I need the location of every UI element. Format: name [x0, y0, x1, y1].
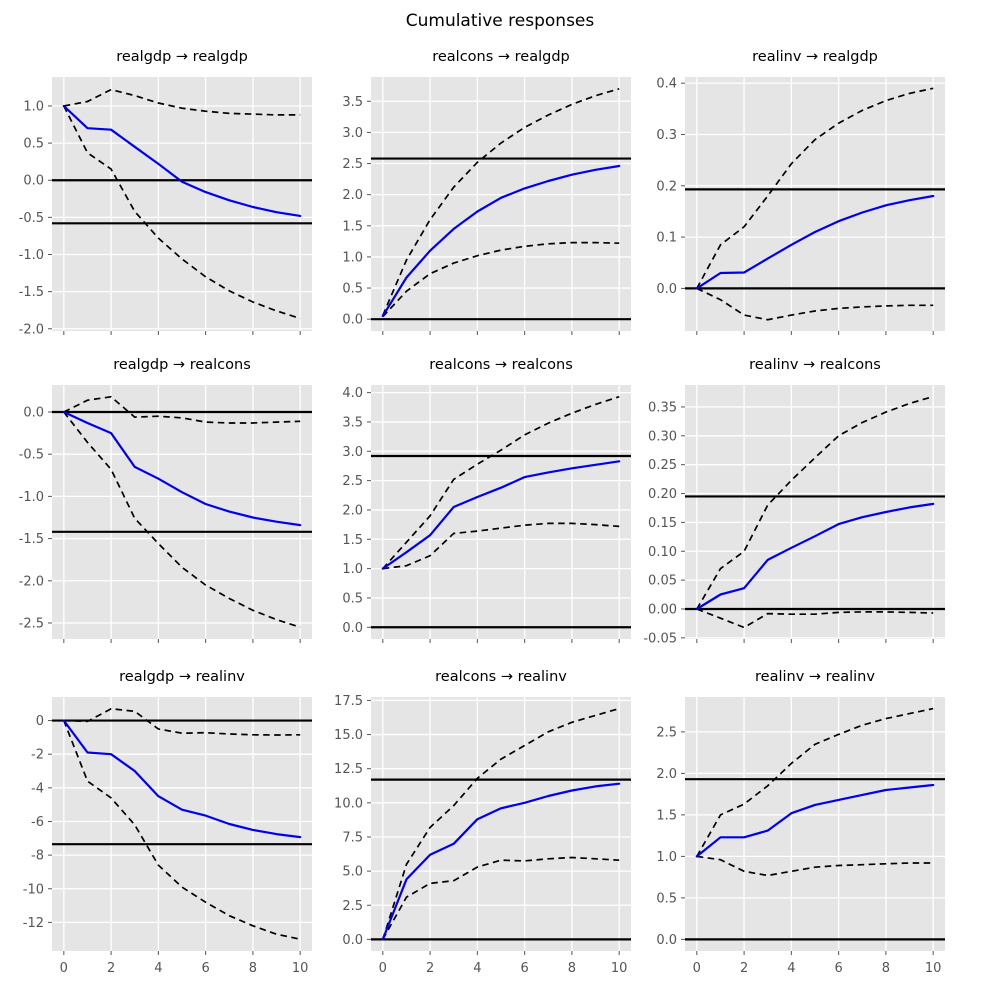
svg-text:4: 4	[473, 961, 481, 976]
svg-text:1.5: 1.5	[656, 808, 677, 823]
figure-title: Cumulative responses	[405, 11, 595, 31]
svg-text:10: 10	[292, 961, 309, 976]
svg-text:-0.5: -0.5	[19, 211, 44, 226]
svg-text:6: 6	[520, 961, 528, 976]
svg-text:1.5: 1.5	[342, 533, 363, 548]
svg-text:0.5: 0.5	[23, 137, 44, 152]
svg-text:-2.0: -2.0	[19, 322, 44, 337]
svg-text:-2.5: -2.5	[19, 616, 44, 631]
svg-text:0.25: 0.25	[648, 458, 677, 473]
svg-text:0.5: 0.5	[342, 282, 363, 297]
subplot-title-realgdp-realinv: realgdp → realinv	[119, 669, 245, 685]
svg-text:2.5: 2.5	[342, 157, 363, 172]
svg-text:2: 2	[107, 961, 115, 976]
subplot-title-realgdp-realcons: realgdp → realcons	[113, 357, 251, 373]
svg-text:0.5: 0.5	[342, 591, 363, 606]
svg-text:4.0: 4.0	[342, 386, 363, 401]
subplot-title-realinv-realinv: realinv → realinv	[755, 669, 875, 685]
svg-text:0: 0	[36, 714, 44, 729]
svg-text:2.5: 2.5	[342, 474, 363, 489]
svg-text:3.0: 3.0	[342, 445, 363, 460]
svg-text:15.0: 15.0	[334, 728, 363, 743]
svg-text:0.0: 0.0	[656, 282, 677, 297]
svg-text:2: 2	[740, 961, 748, 976]
svg-text:2.5: 2.5	[656, 725, 677, 740]
svg-text:0.0: 0.0	[342, 313, 363, 328]
svg-text:0.15: 0.15	[648, 516, 677, 531]
svg-text:0.3: 0.3	[656, 128, 677, 143]
svg-text:3.5: 3.5	[342, 95, 363, 110]
svg-text:1.5: 1.5	[342, 219, 363, 234]
svg-text:0.2: 0.2	[656, 179, 677, 194]
svg-text:8: 8	[882, 961, 890, 976]
svg-text:7.5: 7.5	[342, 830, 363, 845]
svg-text:10.0: 10.0	[334, 796, 363, 811]
svg-text:0: 0	[693, 961, 701, 976]
svg-text:0.00: 0.00	[648, 602, 677, 617]
svg-text:0.0: 0.0	[656, 933, 677, 948]
subplot-title-realcons-realgdp: realcons → realgdp	[432, 49, 570, 65]
svg-text:-0.5: -0.5	[19, 448, 44, 463]
svg-text:1.0: 1.0	[656, 850, 677, 865]
svg-text:-2.0: -2.0	[19, 574, 44, 589]
svg-text:8: 8	[249, 961, 257, 976]
svg-text:2.0: 2.0	[656, 767, 677, 782]
svg-text:4: 4	[787, 961, 795, 976]
svg-text:1.0: 1.0	[342, 250, 363, 265]
svg-text:-2: -2	[31, 748, 44, 763]
svg-text:0.5: 0.5	[656, 891, 677, 906]
svg-text:0: 0	[60, 961, 68, 976]
svg-text:-10: -10	[23, 882, 44, 897]
svg-text:-1.5: -1.5	[19, 285, 44, 300]
svg-text:0.0: 0.0	[23, 406, 44, 421]
svg-text:0.1: 0.1	[656, 231, 677, 246]
svg-text:8: 8	[568, 961, 576, 976]
svg-text:3.0: 3.0	[342, 126, 363, 141]
subplot-title-realinv-realgdp: realinv → realgdp	[752, 49, 878, 65]
svg-text:-4: -4	[31, 781, 44, 796]
svg-text:6: 6	[201, 961, 209, 976]
svg-text:0.20: 0.20	[648, 487, 677, 502]
svg-text:0.35: 0.35	[648, 400, 677, 415]
svg-text:2.0: 2.0	[342, 503, 363, 518]
svg-text:-1.0: -1.0	[19, 248, 44, 263]
svg-text:12.5: 12.5	[334, 762, 363, 777]
subplot-title-realinv-realcons: realinv → realcons	[749, 357, 881, 373]
subplot-title-realgdp-realgdp: realgdp → realgdp	[116, 49, 248, 65]
svg-text:3.5: 3.5	[342, 415, 363, 430]
svg-text:0.0: 0.0	[342, 621, 363, 636]
svg-text:0.4: 0.4	[656, 77, 677, 92]
svg-text:17.5: 17.5	[334, 694, 363, 709]
subplot-title-realcons-realcons: realcons → realcons	[429, 357, 573, 373]
svg-text:5.0: 5.0	[342, 865, 363, 880]
svg-text:10: 10	[611, 961, 628, 976]
svg-text:-12: -12	[23, 916, 44, 931]
svg-text:2: 2	[426, 961, 434, 976]
svg-text:-0.05: -0.05	[643, 631, 677, 646]
svg-text:1.0: 1.0	[342, 562, 363, 577]
svg-text:0.10: 0.10	[648, 545, 677, 560]
svg-text:-6: -6	[31, 815, 44, 830]
svg-text:6: 6	[834, 961, 842, 976]
svg-text:0.05: 0.05	[648, 574, 677, 589]
svg-text:0.0: 0.0	[342, 933, 363, 948]
svg-text:2.0: 2.0	[342, 188, 363, 203]
svg-text:0.0: 0.0	[23, 174, 44, 189]
svg-text:2.5: 2.5	[342, 899, 363, 914]
svg-text:0: 0	[379, 961, 387, 976]
svg-text:-1.5: -1.5	[19, 532, 44, 547]
svg-text:10: 10	[925, 961, 942, 976]
svg-text:0.30: 0.30	[648, 429, 677, 444]
svg-text:1.0: 1.0	[23, 99, 44, 114]
svg-text:4: 4	[154, 961, 162, 976]
svg-text:-8: -8	[31, 849, 44, 864]
subplot-title-realcons-realinv: realcons → realinv	[435, 669, 567, 685]
svg-text:-1.0: -1.0	[19, 490, 44, 505]
